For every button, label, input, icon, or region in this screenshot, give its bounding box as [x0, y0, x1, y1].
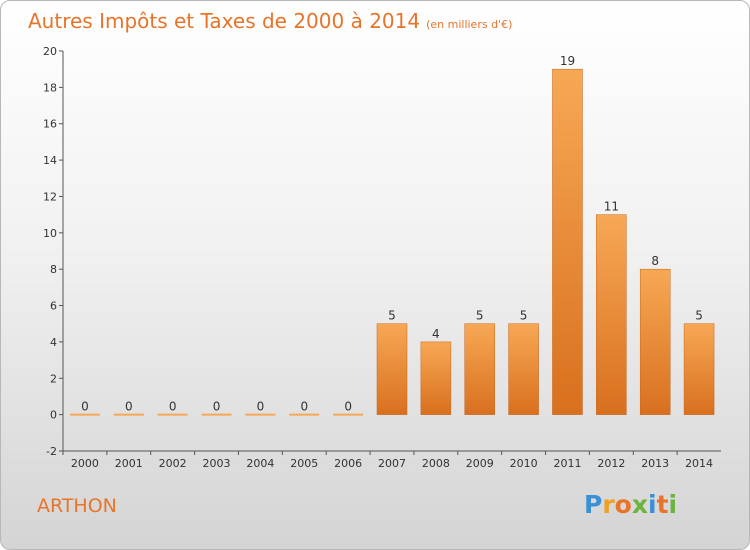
data-label: 5 [388, 309, 396, 323]
logo-letter: P [584, 490, 603, 519]
y-tick-label: 2 [50, 372, 57, 385]
title-text: Autres Impôts et Taxes de 2000 à 2014 [28, 9, 421, 33]
data-label: 0 [344, 400, 352, 414]
proxiti-logo[interactable]: Proxiti [584, 490, 677, 519]
data-label: 8 [651, 254, 659, 268]
data-label: 0 [257, 400, 265, 414]
y-tick-label: 12 [43, 190, 57, 203]
y-tick-label: 8 [50, 263, 57, 276]
logo-letter: x [631, 490, 648, 519]
bar [245, 413, 276, 416]
bar [113, 413, 144, 416]
y-tick-label: 18 [43, 81, 57, 94]
bar [333, 413, 364, 416]
x-tick-label: 2013 [641, 457, 669, 470]
bar [69, 413, 100, 416]
x-tick-label: 2012 [597, 457, 625, 470]
x-tick-label: 2001 [115, 457, 143, 470]
data-label: 0 [300, 400, 308, 414]
bar [420, 341, 452, 415]
chart-title: Autres Impôts et Taxes de 2000 à 2014 (en… [28, 9, 512, 33]
bar [552, 68, 583, 415]
bars [69, 68, 715, 416]
y-tick-label: 14 [43, 154, 57, 167]
bar [157, 413, 188, 416]
data-label: 5 [520, 309, 528, 323]
bar [376, 323, 408, 415]
logo-letter: o [614, 490, 632, 519]
y-tick-label: 10 [43, 227, 57, 240]
logo-letter: t [656, 490, 669, 519]
y-tick-label: 16 [43, 118, 57, 131]
x-tick-label: 2011 [553, 457, 581, 470]
data-label: 0 [81, 400, 89, 414]
x-tick-label: 2002 [159, 457, 187, 470]
x-tick-label: 2008 [422, 457, 450, 470]
x-tick-label: 2000 [71, 457, 99, 470]
axes: -2 0 2 4 6 8 10 12 14 16 18 20 2000 2001 2002 2003 2004 2… [43, 45, 721, 470]
data-label: 11 [604, 200, 619, 214]
logo-letter: r [602, 490, 615, 519]
logo-letter: i [648, 490, 657, 519]
data-label: 19 [560, 54, 575, 68]
bar [508, 323, 539, 415]
commune-name: ARTHON [37, 495, 117, 517]
data-label: 0 [213, 400, 221, 414]
y-tick-label: 6 [50, 300, 57, 313]
x-tick-label: 2009 [466, 457, 494, 470]
data-labels: 0 0 0 0 0 0 0 5 4 5 5 19 11 8 5 [81, 54, 703, 413]
x-tick-label: 2005 [290, 457, 318, 470]
x-tick-label: 2004 [246, 457, 274, 470]
bar [289, 413, 320, 416]
x-tick-label: 2006 [334, 457, 362, 470]
x-tick-label: 2014 [685, 457, 713, 470]
title-unit: (en milliers d'€) [426, 18, 513, 31]
x-tick-label: 2003 [203, 457, 231, 470]
x-tick-label: 2010 [510, 457, 538, 470]
y-tick-label: 0 [50, 409, 57, 422]
y-tick-label: -2 [46, 445, 57, 458]
data-label: 0 [125, 400, 133, 414]
data-label: 5 [476, 309, 484, 323]
data-label: 5 [695, 309, 703, 323]
bar [201, 413, 232, 416]
bar [683, 323, 715, 415]
y-tick-label: 20 [43, 45, 57, 58]
logo-letter: i [668, 490, 678, 519]
bar [464, 323, 495, 415]
bar [639, 268, 671, 415]
data-label: 4 [432, 327, 440, 341]
x-tick-label: 2007 [378, 457, 406, 470]
bar [596, 214, 627, 415]
y-tick-label: 4 [50, 336, 57, 349]
data-label: 0 [169, 400, 177, 414]
